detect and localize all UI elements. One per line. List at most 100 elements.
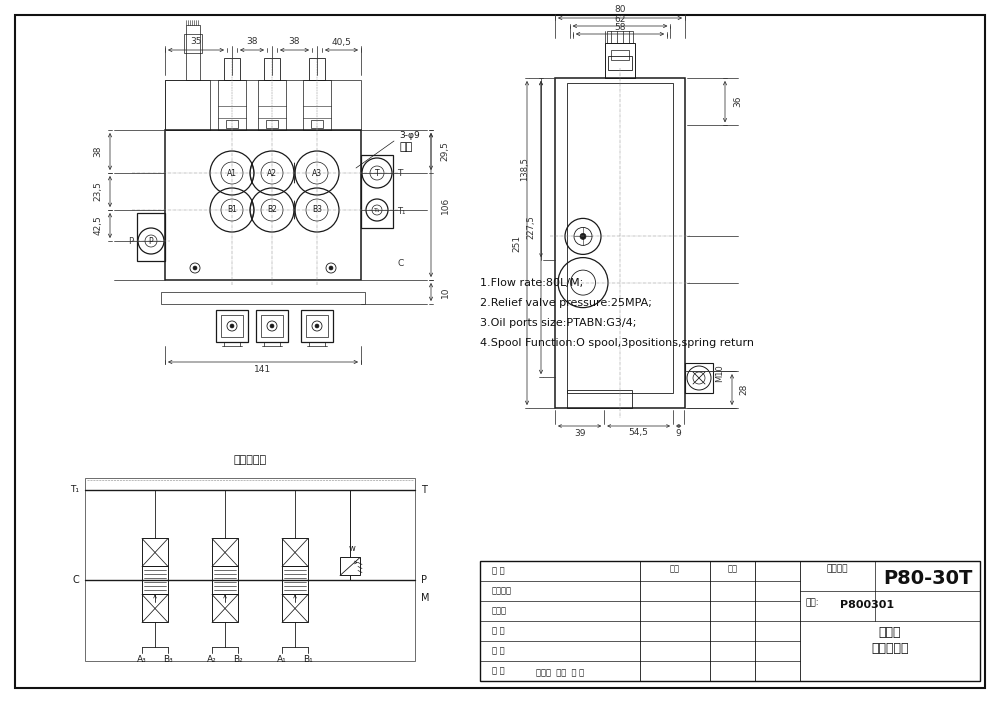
Bar [165,130,361,280]
Text: A₂: A₂ [207,654,217,664]
Circle shape [580,233,586,240]
Circle shape [270,324,274,328]
Text: 23,5: 23,5 [94,181,103,202]
Text: 54,5: 54,5 [629,429,649,437]
Text: B₃: B₃ [163,654,173,664]
Bar [480,561,980,681]
Bar [212,567,238,595]
Bar [311,120,323,128]
Bar [212,538,238,567]
Text: A₃: A₃ [137,654,147,664]
Text: B2: B2 [267,205,277,214]
Bar [264,58,280,80]
Text: 批 准: 批 准 [492,567,505,576]
Text: 10: 10 [440,286,450,298]
Text: A2: A2 [267,169,277,177]
Circle shape [193,266,197,270]
Text: 38: 38 [289,37,300,46]
Bar [261,315,283,337]
Text: 138,5: 138,5 [520,157,530,181]
Text: T₁: T₁ [374,207,380,212]
Text: 141: 141 [254,366,272,375]
Text: T₁: T₁ [70,486,79,494]
Text: 35: 35 [190,37,202,46]
Bar [165,80,210,130]
Circle shape [315,324,319,328]
Text: 106: 106 [440,196,450,214]
Text: A3: A3 [312,169,322,177]
Text: B1: B1 [227,205,237,214]
Bar [306,315,328,337]
Text: 4.Spool Function:O spool,3positions,spring return: 4.Spool Function:O spool,3positions,spri… [480,338,754,348]
Text: 审 核: 审 核 [492,626,505,636]
Text: 通孔: 通孔 [399,142,412,152]
Text: w: w [349,544,355,553]
Text: 62: 62 [614,15,626,25]
Text: 标准化: 标准化 [492,607,507,616]
Bar [161,292,365,304]
Bar [555,78,685,408]
Bar [282,567,308,595]
Text: 39: 39 [574,429,585,437]
Bar [186,25,200,80]
Text: C: C [397,259,403,269]
Bar [685,363,713,393]
Text: M10: M10 [716,364,724,382]
Bar [301,310,333,342]
Bar [85,478,415,661]
Text: M: M [421,593,430,603]
Text: 液压原理图: 液压原理图 [233,455,267,465]
Bar [137,213,165,261]
Text: 251: 251 [512,234,522,252]
Text: B₂: B₂ [233,654,243,664]
Bar [212,595,238,622]
Text: 审批人  日期  签 名: 审批人 日期 签 名 [536,669,584,678]
Text: 36: 36 [734,96,742,108]
Bar [258,80,286,130]
Bar [226,120,238,128]
Text: 图号: 图号 [670,565,680,574]
Text: 国际商标: 国际商标 [827,565,848,574]
Bar [309,58,325,80]
Text: P80-30T: P80-30T [883,569,972,588]
Text: 1.Flow rate:80L/M;: 1.Flow rate:80L/M; [480,278,583,288]
Text: 多路阀: 多路阀 [879,626,901,640]
Text: 227,5: 227,5 [526,216,536,240]
Bar [605,43,635,78]
Bar [266,120,278,128]
Text: P: P [421,576,427,586]
Bar [218,80,246,130]
Bar [256,310,288,342]
Text: 3.Oil ports size:PTABN:G3/4;: 3.Oil ports size:PTABN:G3/4; [480,318,636,328]
Bar [303,80,331,130]
Text: 29,5: 29,5 [440,141,450,162]
Text: A1: A1 [227,169,237,177]
Text: A₁: A₁ [277,654,287,664]
Text: T: T [397,169,402,177]
Text: 2.Relief valve pressure:25MPA;: 2.Relief valve pressure:25MPA; [480,298,652,308]
Bar [165,80,361,130]
Text: 编号:: 编号: [806,598,820,607]
Text: 80: 80 [614,6,626,15]
Text: 38: 38 [246,37,258,46]
Bar [340,557,360,576]
Text: 28: 28 [740,384,748,395]
Bar [221,315,243,337]
Text: 外型尺寸图: 外型尺寸图 [871,643,909,655]
Text: T₁: T₁ [397,207,405,217]
Bar [142,538,168,567]
Text: P: P [149,236,153,245]
Bar [567,83,673,393]
Text: C: C [72,576,79,586]
Circle shape [230,324,234,328]
Text: 9: 9 [676,429,682,437]
Bar [611,50,629,60]
Text: 40,5: 40,5 [332,37,351,46]
Bar [567,390,632,408]
Bar [282,595,308,622]
Bar [184,34,202,53]
Text: 设 计: 设 计 [492,666,505,676]
Bar [224,58,240,80]
Text: T: T [375,169,379,177]
Text: 制 图: 制 图 [492,647,505,655]
